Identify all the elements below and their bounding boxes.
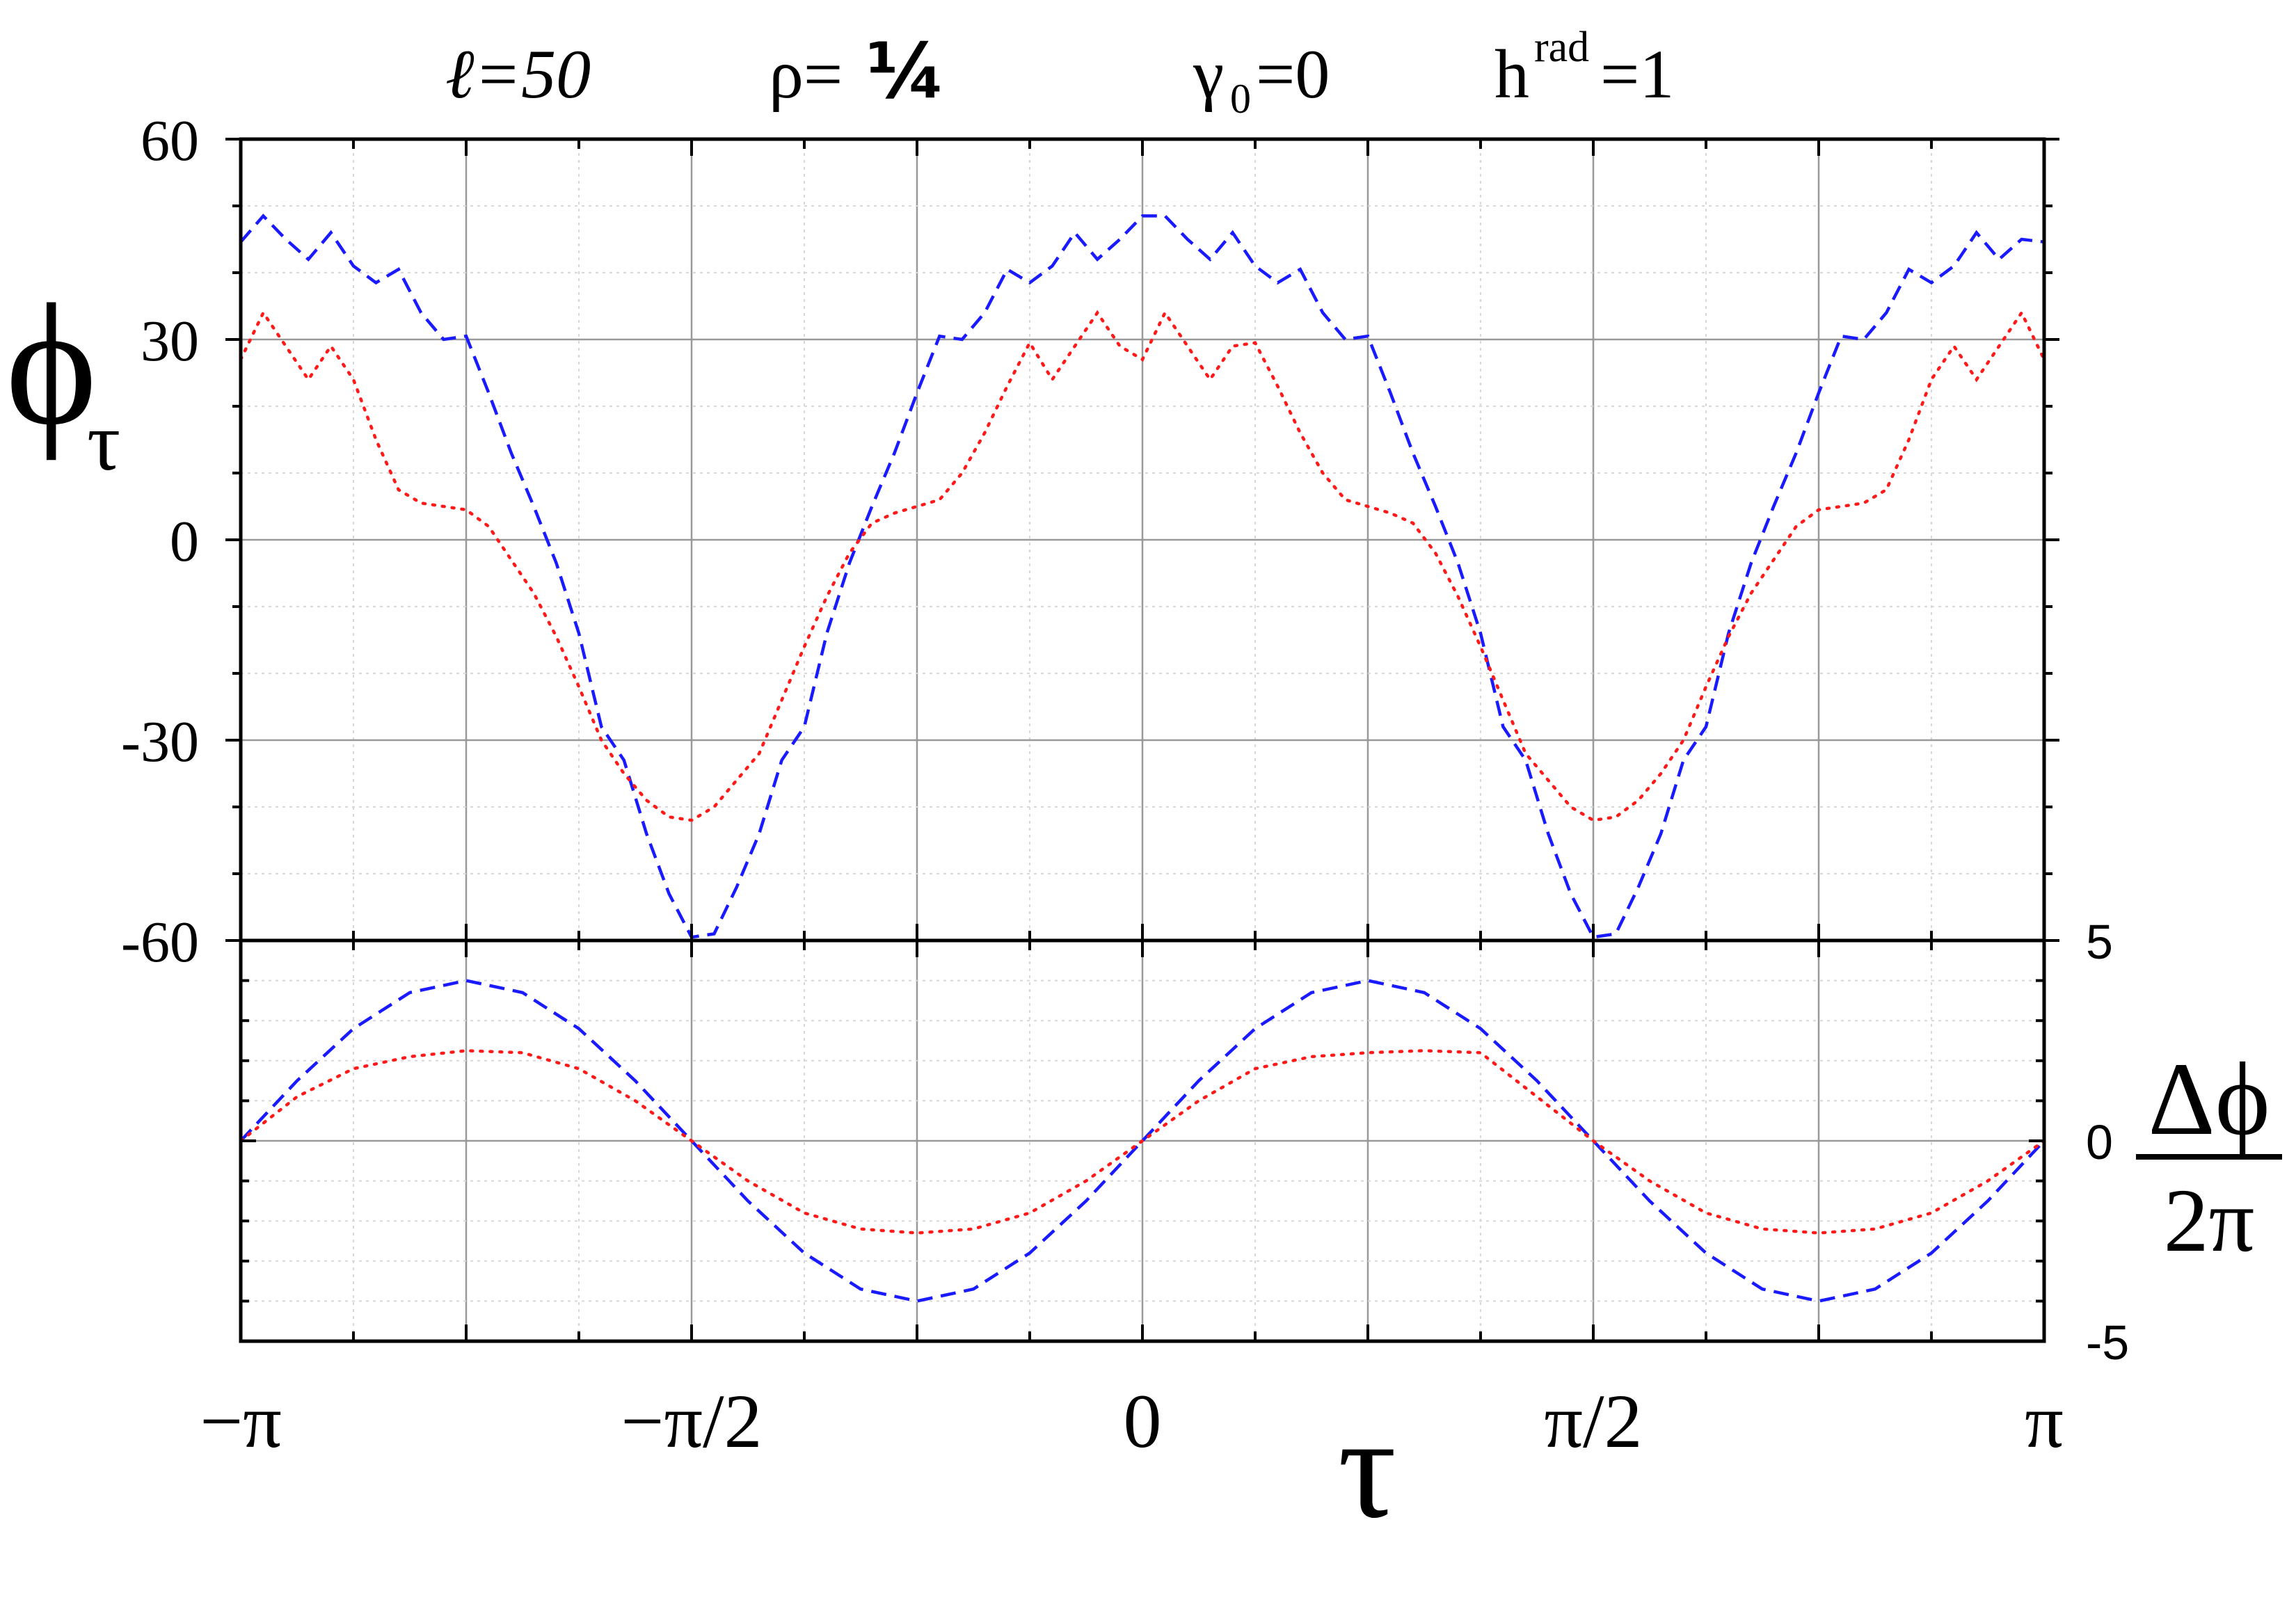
top-y-tick-label: -60: [121, 910, 199, 975]
bottom-y-tick-label: 0: [2086, 1115, 2113, 1169]
bottom-y-tick-label: 5: [2086, 915, 2113, 969]
bottom-ylabel-denominator: 2π: [2164, 1171, 2255, 1271]
top-y-tick-label: 0: [170, 509, 199, 574]
header-gamma-eq: =0: [1256, 35, 1330, 113]
bottom-panel-series: [239, 979, 2046, 1303]
top-y-tick-label: 60: [141, 109, 199, 173]
header-ell: ℓ=50: [445, 35, 591, 113]
x-axis-label: τ: [1338, 1387, 1396, 1548]
top-series-dotted: [239, 310, 2046, 822]
top-ylabel-main: ϕ: [6, 269, 97, 461]
top-panel-grid: [239, 138, 2046, 942]
top-y-tick-label: -30: [121, 710, 199, 774]
top-y-tick-label: 30: [141, 309, 199, 374]
x-tick-label: −π: [200, 1379, 282, 1464]
x-tick-label: −π/2: [621, 1379, 762, 1464]
bottom-ylabel-numerator: Δϕ: [2148, 1041, 2270, 1157]
header-rho-prefix: ρ=: [769, 35, 843, 113]
top-series-dashed: [239, 214, 2045, 939]
header-rho-value: ¼: [866, 26, 946, 115]
header-h-base: h: [1494, 35, 1529, 113]
header-gamma-base: γ: [1193, 35, 1224, 113]
header-h-eq: =1: [1600, 35, 1674, 113]
top-panel-y-ticks: -60 -30 0 30 60: [121, 109, 2059, 975]
header-gamma-sub: 0: [1230, 76, 1251, 122]
top-panel-series: [239, 214, 2046, 939]
x-tick-label: π/2: [1544, 1379, 1642, 1464]
bottom-series-dashed: [239, 979, 2046, 1303]
bottom-y-tick-label: -5: [2086, 1315, 2129, 1370]
header-h-sup: rad: [1534, 24, 1589, 71]
x-axis-ticks: −π −π/2 0 π/2 π: [200, 139, 2064, 1464]
bottom-series-dotted: [239, 1049, 2046, 1235]
x-tick-label: 0: [1124, 1379, 1162, 1464]
bottom-panel-y-ticks: -5 0 5: [241, 915, 2129, 1370]
top-ylabel-sub: τ: [87, 395, 120, 488]
x-tick-label: π: [2025, 1379, 2064, 1464]
